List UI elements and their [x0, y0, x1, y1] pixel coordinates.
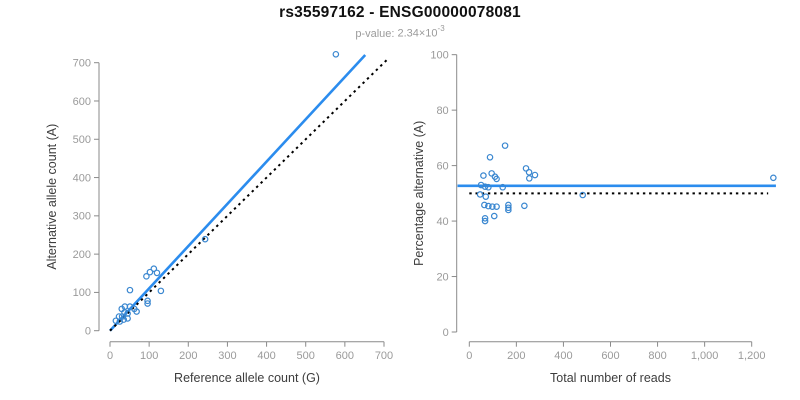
data-point [477, 181, 485, 189]
data-point [476, 191, 484, 198]
x-axis-title: Reference allele count (G) [174, 371, 320, 385]
data-point [489, 203, 496, 210]
data-point [481, 183, 489, 190]
y-tick-label: 100 [73, 287, 91, 299]
y-tick-label: 40 [436, 216, 448, 228]
data-point [526, 175, 533, 182]
data-point [124, 315, 131, 322]
data-point [501, 142, 509, 149]
x-tick-label: 100 [140, 350, 158, 362]
x-tick-label: 800 [648, 350, 666, 362]
x-tick-label: 200 [179, 350, 197, 362]
data-point [144, 300, 151, 307]
data-point [770, 174, 777, 182]
data-point [133, 308, 140, 315]
y-tick-label: 20 [436, 271, 448, 283]
pvalue-label: p-value: [355, 27, 395, 40]
data-point [485, 183, 492, 191]
figure-title: rs35597162 - ENSG00000078081 [279, 4, 521, 21]
x-tick-label: 1,000 [691, 350, 719, 362]
data-point [525, 168, 533, 176]
data-point [120, 316, 128, 323]
y-tick-label: 700 [73, 57, 91, 69]
data-point [157, 287, 165, 295]
data-point [499, 183, 507, 191]
y-axis-title: Alternative allele count (A) [45, 124, 59, 270]
data-point [144, 297, 151, 305]
data-point [485, 202, 492, 210]
data-point [481, 217, 489, 225]
data-point [480, 172, 487, 179]
y-axis-title: Percentage alternative (A) [412, 121, 426, 266]
data-point [493, 175, 500, 183]
y-tick-label: 300 [73, 211, 91, 223]
x-tick-label: 400 [554, 350, 572, 362]
y-tick-label: 400 [73, 172, 91, 184]
data-point [126, 286, 134, 294]
y-tick-label: 200 [73, 249, 91, 261]
data-point [531, 171, 539, 179]
x-tick-label: 500 [297, 350, 315, 362]
pvalue-exponent: -3 [437, 24, 445, 33]
identity-line [109, 57, 390, 332]
data-point [150, 265, 158, 272]
y-tick-label: 500 [73, 134, 91, 146]
data-point [201, 235, 209, 243]
x-tick-label: 0 [107, 350, 113, 362]
data-point [481, 214, 489, 222]
figure-subtitle: p-value: 2.34×10-3 [0, 24, 800, 40]
data-point [481, 201, 488, 209]
x-tick-label: 300 [218, 350, 236, 362]
data-point [112, 317, 120, 325]
data-point [493, 203, 500, 210]
y-tick-label: 0 [443, 327, 449, 339]
x-tick-label: 400 [257, 350, 275, 362]
x-tick-label: 200 [507, 350, 525, 362]
data-point [146, 268, 154, 276]
y-tick-label: 0 [85, 326, 91, 338]
x-axis-title: Total number of reads [550, 371, 671, 385]
x-tick-label: 1,200 [738, 350, 766, 362]
data-point [143, 273, 150, 280]
y-tick-label: 100 [430, 49, 448, 61]
data-point [486, 153, 494, 161]
x-tick-label: 600 [336, 350, 354, 362]
pvalue-multiplier: ×10 [418, 27, 438, 40]
allele-counts-plot: 0 100 200 300 400 500 600 700 0 100 200 300 400 500 60… [45, 50, 393, 385]
y-tick-label: 80 [436, 105, 448, 117]
data-point [490, 212, 498, 220]
x-tick-label: 600 [601, 350, 619, 362]
data-point [521, 202, 528, 210]
data-point [482, 193, 490, 200]
fit-line [109, 54, 367, 332]
data-point [505, 206, 512, 214]
data-point [332, 50, 340, 58]
pvalue-mantissa: 2.34 [397, 27, 419, 40]
percentage-vs-coverage-plot: 0 20 40 60 80 100 0 200 400 600 800 1,000 1,200 Total… [412, 49, 777, 385]
data-point [488, 170, 495, 177]
y-tick-label: 60 [436, 160, 448, 172]
y-tick-label: 600 [73, 96, 91, 108]
data-point [579, 191, 587, 199]
data-point [505, 204, 512, 212]
data-point [153, 269, 161, 277]
x-tick-label: 700 [375, 350, 393, 362]
x-tick-label: 0 [466, 350, 472, 362]
